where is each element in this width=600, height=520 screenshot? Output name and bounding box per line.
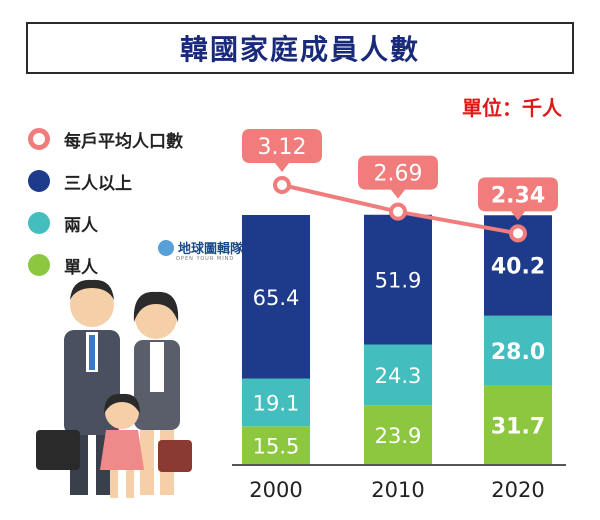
legend-dot-icon [28, 170, 50, 192]
bar-value-label: 65.4 [253, 286, 300, 310]
legend-ring-icon [28, 128, 50, 150]
bar-value-label: 31.7 [491, 414, 545, 439]
legend-label: 每戶平均人口數 [64, 131, 183, 152]
x-tick-label: 2010 [371, 478, 424, 502]
average-callout [242, 129, 322, 172]
bar-value-label: 19.1 [253, 391, 300, 415]
unit-label: 單位：千人 [462, 96, 562, 120]
bar-value-label: 23.9 [375, 424, 422, 448]
bar-value-label: 24.3 [375, 364, 422, 388]
average-value-label: 2.69 [374, 162, 423, 187]
bar-value-label: 15.5 [253, 435, 300, 459]
x-tick-label: 2020 [491, 478, 544, 502]
average-point [273, 176, 291, 194]
legend-item-average: 每戶平均人口數 [28, 118, 183, 160]
average-value-label: 3.12 [258, 135, 307, 160]
bar-segment [364, 214, 432, 345]
x-axis-layer: 2000 2010 2020 [249, 478, 544, 502]
chart-title: 韓國家庭成員人數 [179, 33, 420, 66]
bar-segment [242, 426, 310, 465]
legend-label: 單人 [64, 257, 98, 278]
bar-segment [242, 378, 310, 427]
family-illustration [36, 279, 192, 498]
brand-tagline: OPEN YOUR MIND [176, 256, 235, 262]
legend-label: 兩人 [64, 215, 98, 236]
average-point [389, 202, 407, 221]
brand-name: 地球圖輯隊 [178, 242, 244, 257]
legend: 每戶平均人口數 三人以上 兩人 單人 [28, 118, 183, 286]
bar-value-label: 40.2 [491, 255, 545, 280]
line-layer: 3.12 2.69 2.34 [242, 129, 558, 243]
bar-segment [364, 405, 432, 465]
legend-item-single: 單人 [28, 244, 183, 286]
average-point [509, 224, 527, 243]
legend-item-two: 兩人 [28, 202, 183, 244]
title-box: 韓國家庭成員人數 [26, 22, 574, 74]
x-tick-label: 2000 [249, 478, 302, 502]
bar-segment [242, 215, 310, 379]
bar-segment [484, 385, 552, 465]
legend-item-three-plus: 三人以上 [28, 160, 183, 202]
brand: 地球圖輯隊 [158, 238, 243, 257]
globe-logo-icon [158, 239, 174, 256]
legend-label: 三人以上 [64, 173, 132, 194]
legend-dot-icon [28, 212, 50, 234]
average-callout [478, 177, 558, 221]
average-value-label: 2.34 [491, 183, 545, 208]
average-callout [358, 155, 438, 199]
legend-dot-icon [28, 254, 50, 276]
bar-value-label: 51.9 [375, 269, 422, 293]
bars-layer: 15.5 19.1 65.4 23.9 24.3 51.9 31.7 28.0 40.2 [242, 214, 552, 465]
bar-value-label: 28.0 [491, 340, 545, 365]
bar-segment [484, 315, 552, 386]
bar-segment [364, 344, 432, 406]
